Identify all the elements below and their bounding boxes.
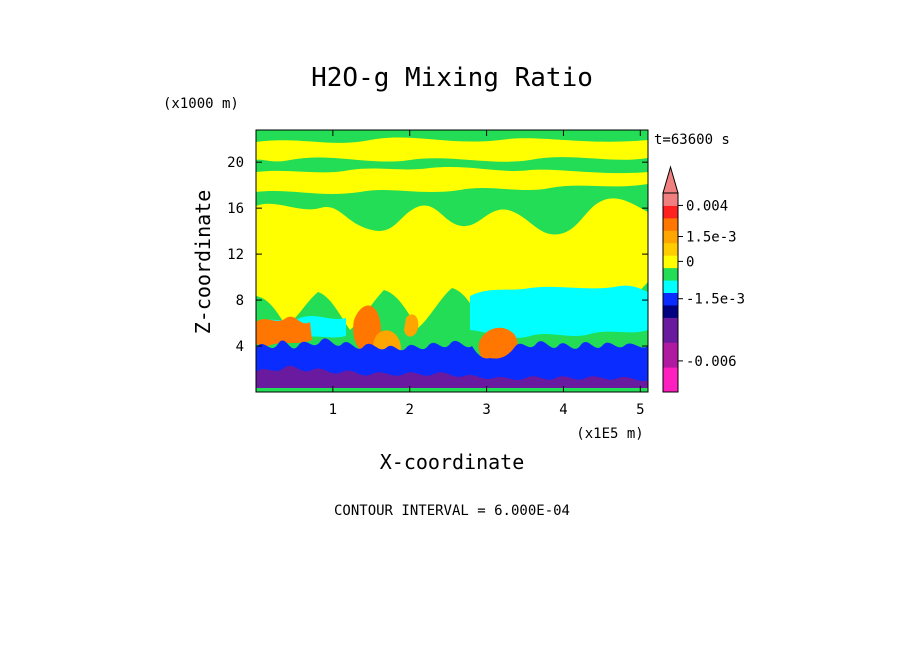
contour-interval-label: CONTOUR INTERVAL = 6.000E-04 (334, 503, 570, 519)
colorbar-band (663, 242, 678, 256)
x-unit-label: (x1E5 m) (576, 426, 643, 442)
x-tick-label: 2 (406, 402, 414, 418)
colorbar-band (663, 267, 678, 281)
x-tick-label: 1 (329, 402, 337, 418)
colorbar-label: -0.006 (686, 354, 737, 370)
colorbar-band (663, 379, 678, 393)
y-unit-label: (x1000 m) (163, 96, 239, 112)
y-axis-label: Z-coordinate (191, 190, 215, 335)
colorbar-band (663, 342, 678, 356)
y-tick-label: 20 (227, 155, 244, 171)
x-axis-label: X-coordinate (380, 450, 525, 474)
field-yellow-upper (256, 137, 648, 162)
colorbar-label: 1.5e-3 (686, 230, 737, 246)
field-purple-surface (256, 365, 648, 392)
field-orange-a (353, 305, 381, 353)
plot-frame (255, 129, 649, 393)
y-tick-label: 12 (227, 247, 244, 263)
y-tick-label: 4 (236, 339, 244, 355)
colorbar-label: 0 (686, 254, 694, 270)
colorbar: 0.004 1.5e-3 0 -1.5e-3 -0.006 (662, 165, 745, 393)
colorbar-band (663, 255, 678, 269)
colorbar-band (663, 292, 678, 306)
time-label: t=63600 s (654, 132, 730, 148)
field-yellow-band (256, 167, 648, 194)
y-tick-label: 8 (236, 293, 244, 309)
x-tick-label: 4 (559, 402, 567, 418)
y-axis: 4 8 12 16 20 (227, 155, 648, 355)
colorbar-band (663, 217, 678, 231)
field-orange-left (256, 316, 312, 347)
x-tick-label: 5 (636, 402, 644, 418)
colorbar-band (663, 317, 678, 331)
y-tick-label: 16 (227, 201, 244, 217)
field-surface-strip (256, 388, 648, 392)
colorbar-band (663, 354, 678, 368)
colorbar-band (663, 304, 678, 318)
colorbar-extend-arrow (662, 165, 679, 194)
colorbar-band (663, 230, 678, 244)
plot-field (256, 130, 648, 392)
colorbar-band (663, 280, 678, 293)
x-tick-label: 3 (482, 402, 490, 418)
field-orange-d (404, 314, 419, 337)
colorbar-label: -1.5e-3 (686, 292, 745, 308)
colorbar-band (663, 329, 678, 343)
field-cyan-right (470, 285, 648, 338)
chart-title: H2O-g Mixing Ratio (311, 63, 593, 93)
colorbar-band (663, 193, 678, 206)
colorbar-band (663, 367, 678, 381)
colorbar-frame (662, 192, 679, 393)
colorbar-label: 0.004 (686, 198, 728, 214)
colorbar-band (663, 205, 678, 219)
x-axis: 1 2 3 4 5 (329, 130, 645, 418)
